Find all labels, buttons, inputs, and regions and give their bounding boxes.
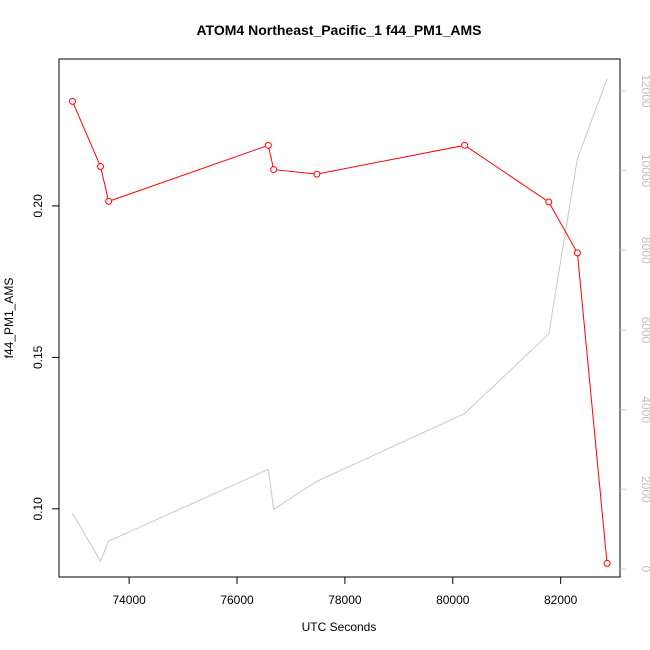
y-tick-label: 0.10 bbox=[31, 497, 45, 521]
data-point bbox=[97, 163, 105, 171]
y-axis-left: 0.10 0.15 0.20 bbox=[31, 194, 59, 521]
y2-tick-label: 0 bbox=[639, 566, 650, 573]
y-tick-label: 0.15 bbox=[31, 345, 45, 369]
secondary-series bbox=[72, 78, 608, 563]
data-point bbox=[264, 141, 272, 149]
data-point bbox=[461, 141, 469, 149]
data-point bbox=[105, 197, 113, 205]
data-point bbox=[573, 249, 581, 257]
y2-tick-label: 4000 bbox=[639, 396, 650, 423]
chart-title: ATOM4 Northeast_Pacific_1 f44_PM1_AMS bbox=[196, 22, 481, 38]
primary-series-line bbox=[72, 101, 608, 564]
x-axis-label: UTC Seconds bbox=[302, 620, 377, 634]
data-point bbox=[313, 170, 321, 178]
x-axis: 74000 76000 78000 80000 82000 bbox=[112, 577, 578, 607]
y-tick-label: 0.20 bbox=[31, 194, 45, 218]
y-axis-right: 0 2000 4000 6000 8000 10000 12000 bbox=[620, 74, 650, 573]
y2-tick-label: 10000 bbox=[639, 154, 650, 188]
y2-tick-label: 6000 bbox=[639, 317, 650, 344]
y2-tick-label: 12000 bbox=[639, 74, 650, 108]
y2-tick-label: 8000 bbox=[639, 237, 650, 264]
plot-frame bbox=[58, 58, 621, 578]
x-tick-label: 80000 bbox=[436, 593, 470, 607]
data-point bbox=[603, 559, 611, 567]
x-tick-label: 76000 bbox=[220, 593, 254, 607]
x-tick-label: 74000 bbox=[112, 593, 146, 607]
data-point bbox=[545, 198, 553, 206]
primary-series bbox=[68, 97, 611, 567]
y-axis-label: f44_PM1_AMS bbox=[2, 278, 16, 359]
x-tick-label: 82000 bbox=[544, 593, 578, 607]
data-point bbox=[270, 166, 278, 174]
y2-tick-label: 2000 bbox=[639, 476, 650, 503]
secondary-series-line bbox=[72, 78, 608, 563]
data-point bbox=[68, 97, 76, 105]
x-tick-label: 78000 bbox=[328, 593, 362, 607]
